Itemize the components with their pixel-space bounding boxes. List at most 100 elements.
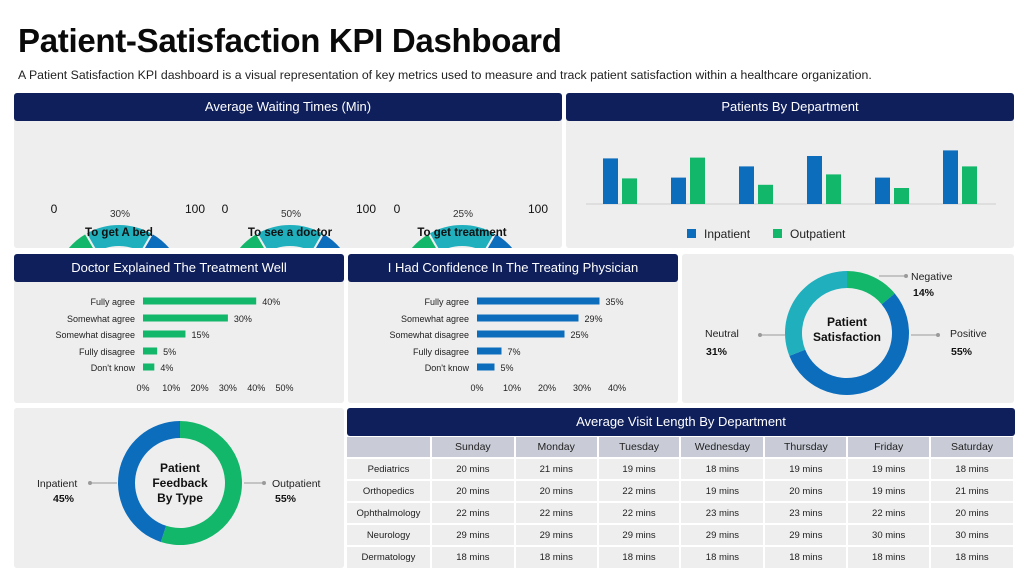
column-header: Sunday [430,437,516,458]
x-tick-label: 10% [162,383,180,393]
bar-inpatient [739,166,754,204]
visit-length-cell: 19 mins [764,457,849,480]
x-tick-label: 50% [275,383,293,393]
category-label: Don't know [91,363,136,373]
x-tick-label: 0% [136,383,149,393]
visit-length-cell: 19 mins [847,479,932,502]
gauge-min-label: 0 [51,202,58,216]
gauges-chart: 0 100 30% To get A bed 0 100 50% To see a docto… [51,202,548,248]
waiting-times-panel: Average Waiting Times (Min) 0 100 30% To ge… [14,93,562,248]
hbar [143,363,155,371]
visit-length-cell: 23 mins [680,501,766,524]
gauge-min-label: 0 [222,202,229,216]
bar-outpatient [758,184,773,204]
visit-length-cell: 18 mins [680,545,766,568]
gauge-segment [142,231,172,248]
value-label: 7% [508,347,521,357]
donut-slice-neutral [785,271,847,356]
bar-outpatient [894,188,909,204]
slice-value: 55% [951,346,973,358]
value-label: 5% [163,347,176,357]
visit-length-table: Sunday Monday Tuesday Wednesday Thursday Frid… [347,437,1015,568]
value-label: 40% [262,297,280,307]
visit-length-cell: 29 mins [680,523,766,546]
patients-by-department-header: Patients By Department [566,93,1014,121]
gauge-label: To get treatment [417,227,506,239]
doctor-explained-header: Doctor Explained The Treatment Well [14,254,344,282]
category-label: Somewhat agree [401,314,469,324]
visit-length-cell: 19 mins [597,457,682,480]
value-label: 30% [234,314,252,324]
leader-dot [936,333,940,337]
gauge-label: To get A bed [85,227,153,239]
confidence-chart: Fully agree 35% Somewhat agree 29% Somewhat … [389,297,626,393]
department-cell: Dermatology [347,545,432,568]
department-cell: Ophthalmology [347,501,432,524]
hbar [143,297,257,305]
bar-inpatient [603,158,618,204]
slice-name: Positive [950,328,987,340]
gauge-value-label: 50% [281,209,301,220]
doctor-explained-panel: Doctor Explained The Treatment Well Full… [14,254,344,403]
column-header: Monday [514,437,599,458]
value-label: 29% [585,314,603,324]
visit-length-cell: 29 mins [764,523,849,546]
hbar [477,330,565,338]
gauge-value-label: 30% [110,209,130,220]
patient-satisfaction-donut: Negative 14% Positive 55% Neutral 31% Patient S… [705,271,987,396]
leader-dot [904,274,908,278]
legend-swatch-inpatient [687,229,696,238]
slice-value: 14% [913,287,935,299]
hbar [143,347,158,355]
visit-length-cell: 20 mins [430,479,516,502]
page-title: Patient-Satisfaction KPI Dashboard [18,22,562,59]
legend-swatch-outpatient [773,229,782,238]
visit-length-cell: 19 mins [847,457,932,480]
column-header: Tuesday [597,437,682,458]
visit-length-cell: 29 mins [430,523,516,546]
leader-dot [262,481,266,485]
bar-outpatient [690,157,705,204]
value-label: 5% [501,363,514,373]
table-row: Orthopedics 20 mins 20 mins 22 mins 19 mins 2… [347,479,1015,502]
visit-length-cell: 18 mins [847,545,932,568]
slice-name: Inpatient [37,478,77,490]
feedback-type-donut: Outpatient 55% Inpatient 45% Patient Feedback… [37,421,321,545]
column-header [347,437,432,458]
bar-inpatient [875,177,890,204]
confidence-panel: I Had Confidence In The Treating Physici… [348,254,678,403]
visit-length-cell: 18 mins [764,545,849,568]
leader-dot [758,333,762,337]
bar-inpatient [943,150,958,204]
bar-outpatient [622,178,637,204]
visit-length-cell: 23 mins [764,501,849,524]
visit-length-cell: 21 mins [514,457,599,480]
department-cell: Pediatrics [347,457,432,480]
column-header: Friday [847,437,932,458]
bar-outpatient [962,166,977,204]
feedback-type-panel: Outpatient 55% Inpatient 45% Patient Feedback… [14,408,344,568]
department-bar-chart: Inpatient Outpatient [586,150,996,241]
category-label: Somewhat disagree [389,330,469,340]
visit-length-cell: 20 mins [930,501,1015,524]
visit-length-cell: 22 mins [597,501,682,524]
patient-satisfaction-panel: Negative 14% Positive 55% Neutral 31% Patient S… [682,254,1014,403]
slice-name: Negative [911,271,953,283]
visit-length-cell: 18 mins [680,457,766,480]
x-tick-label: 20% [538,383,556,393]
hbar [143,330,186,338]
donut-slice-outpatient [160,421,243,545]
value-label: 35% [606,297,624,307]
column-header: Saturday [930,437,1015,458]
waiting-times-header: Average Waiting Times (Min) [14,93,562,121]
page-subtitle: A Patient Satisfaction KPI dashboard is … [18,68,872,82]
gauge-segment [485,231,515,248]
table-row: Pediatrics 20 mins 21 mins 19 mins 18 mins 19… [347,457,1015,480]
table-row: Neurology 29 mins 29 mins 29 mins 29 mins 29 … [347,523,1015,546]
patients-by-department-panel: Patients By Department Inpatient Outpatie… [566,93,1014,248]
gauge-min-label: 0 [394,202,401,216]
visit-length-cell: 18 mins [597,545,682,568]
visit-length-cell: 30 mins [930,523,1015,546]
x-tick-label: 10% [503,383,521,393]
visit-length-header: Average Visit Length By Department [347,408,1015,436]
